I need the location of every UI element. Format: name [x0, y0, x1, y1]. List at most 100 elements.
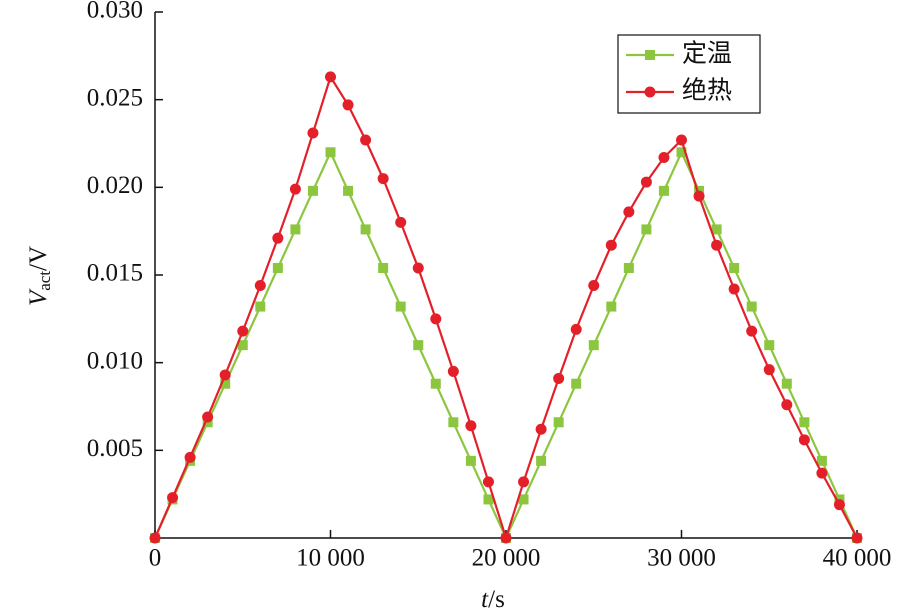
x-label-symbol: t	[481, 586, 489, 613]
marker	[430, 378, 441, 389]
y-tick-label: 0.020	[87, 172, 143, 199]
legend-box	[617, 34, 761, 114]
marker	[500, 532, 512, 544]
x-tick-label: 40 000	[823, 545, 892, 572]
marker	[272, 262, 283, 273]
marker	[290, 224, 301, 235]
y-label-subscript: act	[35, 271, 54, 291]
marker	[360, 134, 372, 146]
y-tick-label: 0.010	[87, 347, 143, 374]
y-tick-label: 0.030	[87, 0, 143, 24]
marker	[307, 185, 318, 196]
marker	[746, 325, 758, 337]
x-tick-label: 0	[149, 545, 162, 572]
y-axis-label: Vact/V	[25, 246, 54, 306]
legend-label: 定温	[682, 40, 732, 68]
marker	[588, 340, 599, 351]
marker	[272, 232, 284, 244]
marker	[395, 301, 406, 312]
marker	[535, 423, 547, 435]
marker	[307, 127, 319, 139]
marker	[816, 455, 827, 466]
x-axis-label: t/s	[481, 586, 505, 613]
marker	[202, 411, 214, 423]
x-tick-label: 10 000	[296, 545, 365, 572]
marker	[378, 262, 389, 273]
marker	[167, 492, 179, 504]
marker	[395, 216, 407, 228]
marker	[570, 323, 582, 335]
marker	[658, 152, 670, 164]
marker	[623, 262, 634, 273]
marker	[781, 399, 793, 411]
marker	[693, 190, 705, 202]
x-tick-label: 20 000	[472, 545, 541, 572]
marker	[658, 185, 669, 196]
y-tick-label: 0.025	[87, 84, 143, 111]
marker	[483, 494, 494, 505]
marker	[816, 467, 828, 479]
marker	[237, 340, 248, 351]
marker	[289, 183, 301, 195]
y-label-unit: /V	[25, 246, 52, 271]
marker	[220, 378, 231, 389]
marker	[447, 365, 459, 377]
marker	[711, 224, 722, 235]
marker	[553, 372, 565, 384]
marker	[254, 280, 266, 292]
marker	[465, 420, 477, 432]
marker	[482, 476, 494, 488]
marker	[833, 499, 845, 511]
marker	[851, 532, 863, 544]
marker	[536, 455, 547, 466]
marker	[623, 206, 635, 218]
marker	[764, 340, 775, 351]
x-tick-label: 30 000	[647, 545, 716, 572]
marker	[645, 50, 655, 60]
marker	[465, 455, 476, 466]
marker	[605, 239, 617, 251]
marker	[571, 378, 582, 389]
marker	[430, 313, 442, 325]
marker	[237, 325, 249, 337]
marker	[729, 262, 740, 273]
marker	[641, 224, 652, 235]
marker	[325, 71, 336, 83]
marker	[799, 417, 810, 428]
marker	[763, 364, 775, 376]
marker	[640, 176, 652, 188]
series-line	[153, 149, 859, 541]
x-label-unit: /s	[488, 586, 505, 613]
marker	[448, 417, 459, 428]
marker	[728, 283, 740, 295]
marker	[184, 451, 196, 463]
marker	[644, 86, 656, 98]
marker	[342, 99, 354, 111]
marker	[606, 301, 617, 312]
marker	[325, 147, 336, 158]
marker	[588, 280, 600, 292]
marker	[412, 262, 424, 274]
y-tick-label: 0.015	[87, 260, 143, 287]
legend-label: 绝热	[682, 77, 732, 105]
marker	[149, 532, 161, 544]
marker	[711, 239, 723, 251]
marker	[413, 340, 424, 351]
marker	[798, 434, 810, 446]
marker	[781, 378, 792, 389]
marker	[746, 301, 757, 312]
marker	[676, 134, 687, 146]
marker	[518, 476, 530, 488]
marker	[219, 369, 231, 381]
marker	[255, 301, 266, 312]
marker	[518, 494, 529, 505]
marker	[360, 224, 371, 235]
marker	[377, 173, 389, 185]
marker	[676, 147, 687, 158]
marker	[553, 417, 564, 428]
y-label-symbol: V	[25, 288, 52, 306]
marker	[343, 185, 354, 196]
y-tick-label: 0.005	[87, 435, 143, 462]
